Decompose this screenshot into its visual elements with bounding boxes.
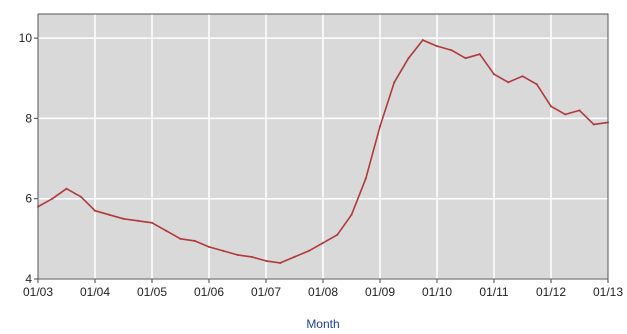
data-point bbox=[122, 217, 125, 220]
data-point bbox=[136, 219, 139, 222]
data-point bbox=[208, 245, 210, 248]
data-point bbox=[193, 239, 196, 242]
data-point bbox=[293, 255, 296, 258]
data-point bbox=[279, 261, 282, 264]
x-tick-label: 01/03 bbox=[23, 285, 53, 299]
x-axis-title: Month bbox=[306, 317, 339, 331]
data-point bbox=[165, 229, 168, 232]
data-point bbox=[51, 197, 54, 200]
x-tick-label: 01/10 bbox=[422, 285, 452, 299]
y-tick-label: 4 bbox=[25, 272, 32, 286]
x-tick-label: 01/12 bbox=[536, 285, 566, 299]
data-point bbox=[250, 255, 253, 258]
data-point bbox=[436, 45, 438, 48]
data-point bbox=[592, 123, 595, 126]
data-point bbox=[65, 187, 68, 190]
data-point bbox=[94, 209, 96, 212]
y-tick-label: 6 bbox=[25, 192, 32, 206]
y-tick-label: 10 bbox=[19, 31, 33, 45]
x-tick-label: 01/07 bbox=[251, 285, 281, 299]
x-tick-label: 01/04 bbox=[80, 285, 110, 299]
data-point bbox=[393, 81, 396, 84]
series-group bbox=[37, 39, 609, 264]
data-point bbox=[379, 125, 381, 128]
data-point bbox=[564, 113, 567, 116]
data-point bbox=[521, 75, 524, 78]
data-point bbox=[79, 195, 82, 198]
data-point bbox=[236, 253, 239, 256]
data-point bbox=[578, 109, 581, 112]
data-point bbox=[307, 249, 310, 252]
data-point bbox=[550, 105, 552, 108]
x-tick-label: 01/13 bbox=[593, 285, 623, 299]
data-point bbox=[151, 221, 153, 224]
x-tick-label: 01/11 bbox=[479, 285, 508, 299]
y-tick-label: 8 bbox=[25, 111, 32, 125]
x-tick-label: 01/05 bbox=[137, 285, 167, 299]
x-tick-label: 01/06 bbox=[194, 285, 224, 299]
y-axis: 4 6 8 10 bbox=[19, 31, 38, 286]
plot-frame bbox=[37, 13, 609, 280]
data-point bbox=[364, 177, 367, 180]
data-point bbox=[265, 259, 267, 262]
x-tick-label: 01/09 bbox=[365, 285, 395, 299]
data-point bbox=[350, 213, 353, 216]
data-point bbox=[464, 57, 467, 60]
x-tick-label: 01/08 bbox=[308, 285, 338, 299]
data-point bbox=[507, 81, 510, 84]
x-axis: 01/03 01/04 01/05 01/06 01/07 01/08 01/09 01/10… bbox=[23, 279, 623, 299]
data-point bbox=[179, 237, 182, 240]
data-point bbox=[493, 73, 495, 76]
data-point bbox=[336, 233, 339, 236]
data-point bbox=[222, 249, 225, 252]
data-point bbox=[407, 57, 410, 60]
data-point bbox=[535, 83, 538, 86]
data-point bbox=[322, 241, 324, 244]
data-point bbox=[478, 53, 481, 56]
data-point bbox=[421, 39, 424, 42]
data-point bbox=[450, 49, 453, 52]
data-point bbox=[108, 213, 111, 216]
